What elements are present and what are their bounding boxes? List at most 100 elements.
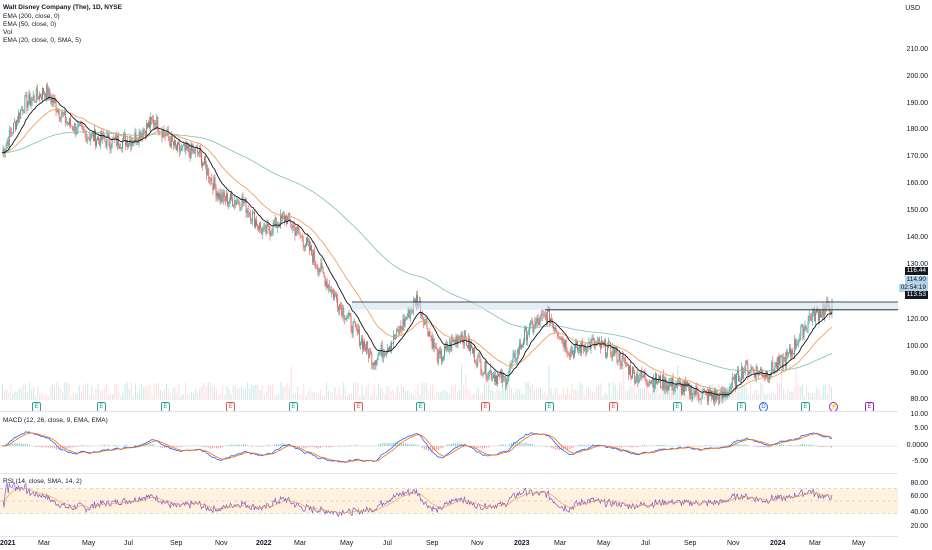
volume-bar xyxy=(2,383,3,400)
volume-bar xyxy=(346,395,348,400)
candle-body xyxy=(823,307,825,317)
legend-ema200[interactable]: EMA (200, close, 0) xyxy=(3,13,60,20)
candle-body xyxy=(796,343,798,348)
candle-body xyxy=(213,177,215,191)
volume-bar xyxy=(311,392,313,400)
candle-body xyxy=(384,353,386,356)
macd-legend[interactable]: MACD (12, 26, close, 9, EMA, EMA) xyxy=(3,417,108,424)
candle-body xyxy=(107,134,109,136)
volume-bar xyxy=(348,393,350,400)
candle-body xyxy=(89,138,91,141)
volume-bar xyxy=(153,384,155,400)
candle-body xyxy=(211,177,213,184)
volume-bar xyxy=(147,385,149,400)
candle-body xyxy=(212,183,214,191)
macd-pane[interactable] xyxy=(0,412,898,472)
candle-body xyxy=(318,269,320,273)
candle-body xyxy=(767,371,768,379)
candle-body xyxy=(232,198,234,207)
volume-bar xyxy=(727,395,729,400)
candle-body xyxy=(366,341,368,351)
candle-body xyxy=(605,340,606,357)
rsi-legend[interactable]: RSI (14, close, SMA, 14, 2) xyxy=(3,478,82,485)
candle-body xyxy=(727,392,729,396)
candle-body xyxy=(157,116,159,131)
candle-body xyxy=(269,231,271,236)
candle-body xyxy=(148,121,149,128)
volume-bar xyxy=(660,395,662,400)
macd-histogram-bar xyxy=(247,445,249,446)
candle-body xyxy=(169,140,171,148)
candle-body xyxy=(184,144,186,151)
volume-bar xyxy=(452,387,454,400)
candle-body xyxy=(753,369,755,374)
symbol-title[interactable]: Walt Disney Company (The), 1D, NYSE xyxy=(3,4,122,11)
currency-label[interactable]: USD xyxy=(905,5,920,12)
candle-body xyxy=(589,342,591,350)
candle-body xyxy=(204,157,205,164)
candle-body xyxy=(10,132,12,134)
macd-histogram-bar xyxy=(589,444,591,446)
candle-body xyxy=(701,392,703,398)
rsi-pane[interactable] xyxy=(0,474,898,536)
volume-bar xyxy=(521,393,523,400)
volume-bar xyxy=(45,393,47,400)
candle-body xyxy=(93,133,94,142)
macd-tick: 10.00 xyxy=(910,411,928,418)
candle-body xyxy=(131,141,133,147)
candle-body xyxy=(612,346,614,359)
candle-body xyxy=(44,93,45,95)
candle-body xyxy=(398,330,400,334)
macd-histogram-bar xyxy=(178,446,180,447)
candle-body xyxy=(193,149,195,154)
candle-body xyxy=(207,168,209,175)
macd-histogram-bar xyxy=(810,444,812,446)
macd-histogram-bar xyxy=(409,444,411,446)
macd-histogram-bar xyxy=(236,444,238,446)
volume-bar xyxy=(540,386,542,400)
pane-divider[interactable] xyxy=(0,411,898,412)
macd-histogram-bar xyxy=(662,444,664,446)
macd-histogram-bar xyxy=(228,445,230,446)
legend-vol[interactable]: Vol xyxy=(3,29,13,36)
candle-body xyxy=(745,360,747,372)
candle-body xyxy=(718,396,720,404)
candle-body xyxy=(734,374,736,388)
candle-body xyxy=(154,122,156,126)
candle-body xyxy=(28,93,30,103)
candle-body xyxy=(48,88,50,98)
legend-ema20[interactable]: EMA (20, close, 0, SMA, 5) xyxy=(3,37,82,44)
candle-body xyxy=(61,112,63,116)
candle-body xyxy=(482,373,484,375)
macd-tick: 5.00 xyxy=(914,425,928,432)
volume-bar xyxy=(307,391,309,400)
volume-bar xyxy=(419,394,421,400)
volume-bar xyxy=(585,389,587,400)
volume-bar xyxy=(752,394,754,400)
macd-histogram-bar xyxy=(754,446,756,447)
candle-body xyxy=(137,141,139,143)
volume-bar xyxy=(675,388,677,400)
candle-body xyxy=(258,226,259,230)
candle-body xyxy=(541,313,543,316)
volume-bar xyxy=(301,395,303,400)
candle-body xyxy=(408,308,410,319)
candle-body xyxy=(487,375,489,379)
candle-body xyxy=(6,140,8,145)
candle-body xyxy=(285,215,286,222)
macd-histogram-bar xyxy=(797,445,799,446)
candle-body xyxy=(663,374,665,390)
candle-body xyxy=(759,368,761,371)
macd-histogram-bar xyxy=(303,446,305,449)
volume-bar xyxy=(280,382,282,400)
volume-bar xyxy=(361,384,363,400)
pane-divider[interactable] xyxy=(0,473,898,474)
macd-histogram-bar xyxy=(39,446,41,448)
volume-bar xyxy=(581,384,583,400)
candle-body xyxy=(665,377,667,391)
candle-body xyxy=(108,134,110,146)
macd-histogram-bar xyxy=(407,443,409,446)
volume-bar xyxy=(157,382,159,400)
candle-body xyxy=(416,295,417,306)
legend-ema50[interactable]: EMA (50, close, 0) xyxy=(3,21,57,28)
